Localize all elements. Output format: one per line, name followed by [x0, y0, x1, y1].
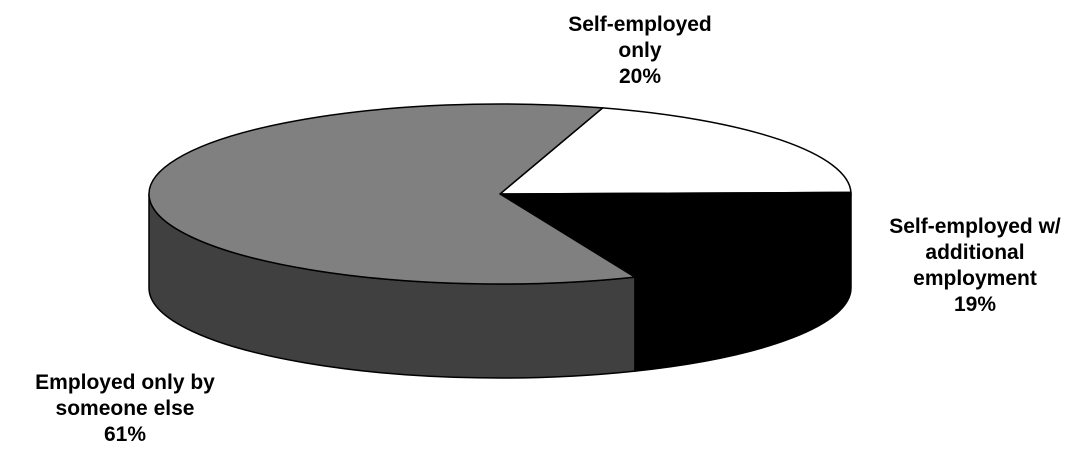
value-label: 61% [103, 423, 147, 446]
label-employed-by-someone-else: Employed only by someone else 61% [0, 370, 250, 448]
label-line: Self-employed w/ [889, 215, 1061, 238]
label-line: Employed only by [35, 371, 215, 394]
pie-slice-employed_by_someone_else [148, 103, 636, 285]
pie-slice-self_employed_only [499, 107, 852, 195]
label-line: Self-employed [568, 13, 712, 36]
label-self-employed-additional: Self-employed w/ additional employment 1… [860, 214, 1089, 318]
value-label: 20% [618, 65, 662, 88]
pie-tops [148, 103, 852, 285]
pie-slice-self_employed_additional [499, 191, 852, 278]
label-line: employment [913, 267, 1037, 290]
label-line: only [618, 39, 662, 62]
value-label: 19% [953, 293, 997, 316]
label-line: additional [925, 241, 1025, 264]
label-line: someone else [55, 397, 195, 420]
label-self-employed-only: Self-employed only 20% [530, 12, 750, 90]
